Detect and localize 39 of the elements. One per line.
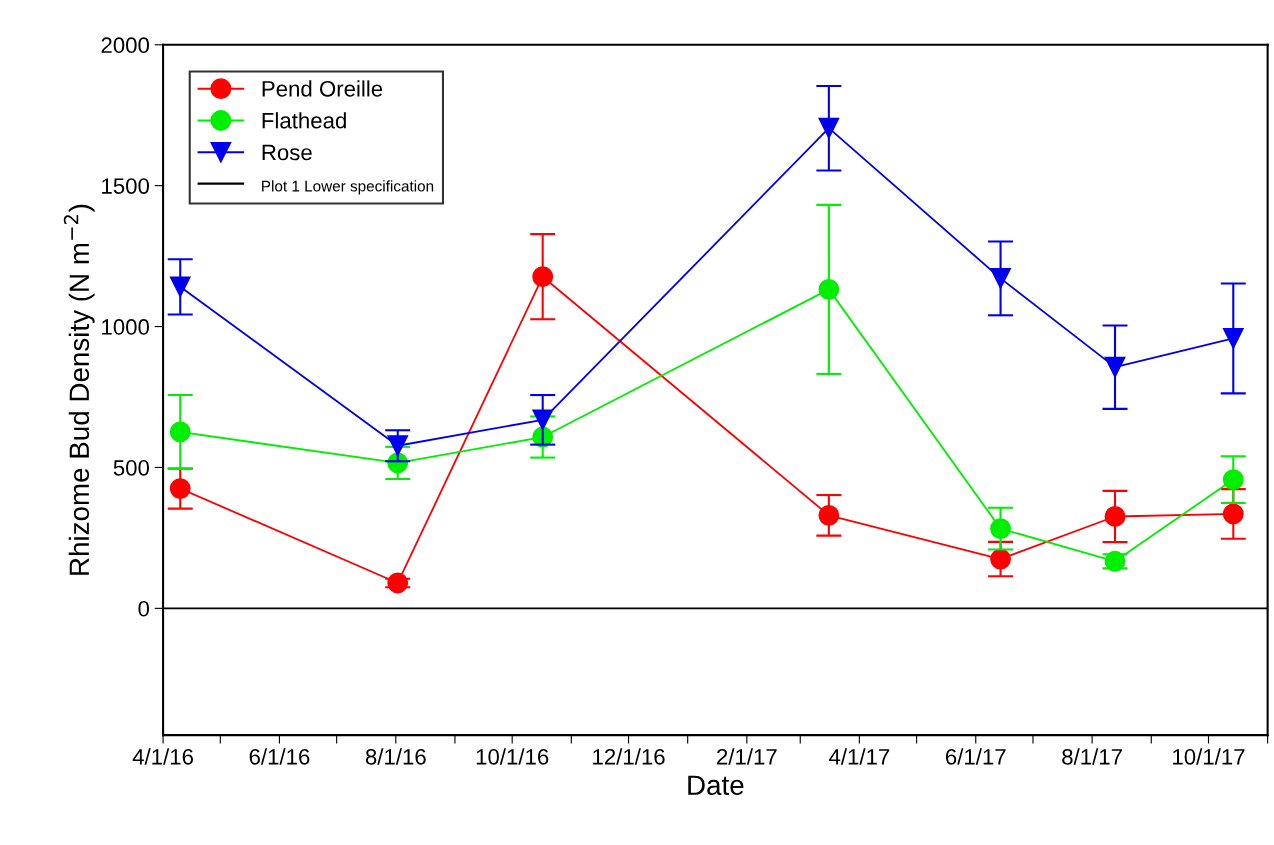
legend-label: Pend Oreille: [262, 80, 383, 97]
y-tick-label: 1500: [102, 178, 150, 194]
x-tick-label: 4/1/16: [132, 748, 193, 765]
point: [387, 572, 409, 594]
y-tick-label: 2000: [101, 37, 150, 54]
point: [532, 266, 554, 288]
point: [1104, 356, 1126, 378]
x-axis-title: Date: [688, 775, 744, 796]
point: [990, 518, 1011, 540]
point: [169, 478, 191, 500]
point: [1222, 469, 1244, 490]
point: [1222, 503, 1244, 525]
point: [818, 278, 840, 300]
y-tick-label: 1000: [102, 319, 150, 335]
x-tick-label: 10/1/17: [1173, 748, 1245, 765]
y-axis-title: Rhizome Bud Density (N m$^{−2}$): [63, 204, 95, 575]
point: [990, 548, 1011, 570]
x-tick-label: 2/1/17: [717, 748, 777, 765]
y-tick-label: 0: [138, 600, 150, 617]
point: [818, 117, 840, 139]
x-tick-label: 12/1/16: [593, 748, 665, 765]
point: [818, 504, 840, 526]
point: [169, 421, 191, 443]
point: [1222, 327, 1244, 349]
y-tick-label: 500: [113, 459, 150, 476]
legend-label: Plot 1 Lower specification: [262, 180, 434, 195]
x-tick-label: 10/1/16: [476, 748, 549, 765]
point: [532, 409, 554, 431]
point: [990, 267, 1011, 289]
point: [1104, 506, 1126, 527]
x-tick-label: 4/1/17: [829, 748, 890, 765]
legend-label: Flathead: [262, 112, 346, 129]
point: [169, 276, 191, 298]
legend-label: Rose: [262, 144, 312, 161]
x-tick-label: 6/1/17: [945, 748, 1006, 765]
point: [387, 435, 409, 457]
x-tick-label: 6/1/16: [249, 748, 310, 765]
x-tick-label: 8/1/16: [365, 748, 426, 765]
x-tick-label: 8/1/17: [1062, 748, 1122, 765]
